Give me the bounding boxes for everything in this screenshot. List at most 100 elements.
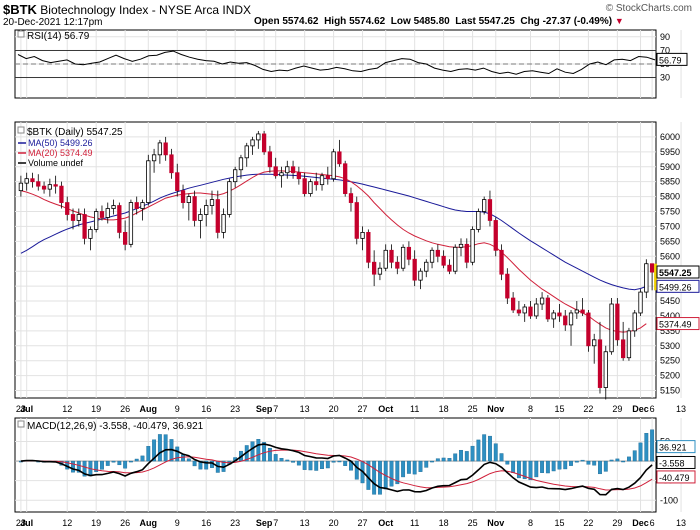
x-axis-label: 11 — [410, 518, 419, 528]
x-axis-label: 8 — [528, 518, 533, 528]
price-tick-label: 5300 — [660, 341, 680, 351]
price-tick-label: 6000 — [660, 132, 680, 142]
macd-label: MACD(12,26,9) -3.558, -40.479, 36.921 — [27, 421, 204, 432]
x-axis-label: Dec — [632, 518, 649, 528]
candle-body — [18, 182, 24, 192]
macd-histogram-bar — [603, 460, 608, 472]
macd-histogram-bar — [157, 434, 162, 462]
candle-body — [175, 172, 180, 192]
price-tick-label: 5850 — [660, 177, 680, 187]
macd-histogram-bar — [511, 460, 516, 474]
price-tick-label: 5650 — [660, 236, 680, 246]
candle-body — [296, 172, 301, 180]
candle-body — [545, 297, 551, 320]
x-axis-label: Aug — [140, 404, 158, 414]
macd-histogram-bar — [94, 460, 99, 472]
macd-histogram-bar — [528, 460, 533, 481]
last-price-tag: 5547.25 — [659, 268, 692, 278]
candle-body — [163, 142, 168, 156]
x-axis-label: 27 — [358, 518, 368, 528]
candle-body — [424, 261, 429, 272]
macd-histogram-bar — [621, 460, 626, 463]
x-axis-label: 19 — [91, 404, 101, 414]
price-tick-label: 5400 — [660, 311, 680, 321]
macd-histogram-bar — [644, 433, 649, 462]
change-label: Chg — [520, 16, 540, 27]
x-axis-label: 15 — [554, 404, 564, 414]
candle-body — [325, 175, 330, 180]
macd-histogram-bar — [181, 454, 185, 462]
candle-body — [53, 184, 58, 187]
macd-histogram-bar — [256, 439, 261, 462]
legend-item: Volume undef — [28, 158, 84, 168]
macd-histogram-bar — [128, 460, 133, 463]
macd-histogram-bar — [586, 460, 591, 465]
candle-body — [603, 351, 608, 388]
rsi-label: RSI(14) 56.79 — [27, 31, 90, 42]
candle-body — [24, 178, 29, 184]
macd-histogram-bar — [372, 460, 377, 495]
macd-histogram-bar — [401, 460, 406, 478]
macd-histogram-bar — [267, 447, 272, 462]
macd-histogram-bar — [76, 460, 81, 473]
candle-body — [65, 202, 70, 215]
x-axis-label: 6 — [650, 404, 655, 414]
candle-body — [261, 133, 267, 153]
high-label: High — [324, 16, 347, 27]
x-axis-label: 20 — [329, 404, 339, 414]
macd-histogram-bar — [540, 460, 545, 473]
symbol-title: $BTK Biotechnology Index - NYSE Arca IND… — [3, 2, 251, 17]
candle-body — [458, 243, 464, 248]
low-value: 5485.80 — [413, 16, 450, 27]
x-axis-label: 9 — [175, 518, 180, 528]
x-axis-label: Aug — [140, 518, 158, 528]
legend-item: MA(20) 5374.49 — [28, 148, 93, 158]
candle-body — [88, 229, 93, 239]
candle-body — [389, 249, 394, 263]
candle-body — [221, 214, 226, 233]
macd-histogram-bar — [592, 460, 597, 466]
candle-body — [354, 202, 359, 239]
candle-body — [563, 315, 568, 326]
macd-histogram-bar — [320, 460, 324, 470]
x-axis-label: Oct — [378, 518, 393, 528]
macd-histogram-bar — [123, 460, 128, 469]
price-tick-label: 5600 — [660, 251, 680, 261]
candle-body — [227, 181, 232, 215]
candle-body — [539, 297, 545, 305]
macd-histogram-bar — [111, 460, 116, 463]
macd-histogram-bar — [134, 458, 139, 462]
candle-body — [302, 178, 307, 195]
rsi-collapse-icon — [17, 30, 25, 38]
candle-body — [111, 205, 116, 209]
candle-body — [314, 181, 319, 186]
macd-histogram-bar — [459, 449, 463, 462]
candle-body — [256, 133, 261, 141]
candle-body — [343, 163, 348, 195]
ma50-value-tag: 5499.26 — [659, 282, 692, 292]
last-value: 5547.25 — [478, 16, 515, 27]
candle-body — [331, 151, 336, 180]
candle-body — [360, 231, 365, 239]
candle-body — [238, 157, 244, 171]
candle-body — [151, 154, 157, 162]
macd-histogram-bar — [493, 443, 498, 462]
candle-body — [366, 231, 371, 263]
candle-body — [308, 181, 313, 195]
candle-body — [59, 185, 64, 203]
macd-histogram-bar — [204, 460, 209, 470]
macd-histogram-bar — [354, 460, 359, 480]
candle-body — [400, 246, 406, 269]
x-axis-label: 22 — [583, 518, 593, 528]
macd-collapse-icon — [17, 420, 25, 428]
x-axis-label: 15 — [554, 518, 564, 528]
candle-body — [597, 339, 603, 388]
x-axis-label: Sep — [256, 518, 273, 528]
price-tick-label: 5750 — [660, 207, 680, 217]
candle-body — [186, 196, 191, 203]
candle-body — [574, 309, 579, 314]
open-label: Open — [254, 16, 280, 27]
macd-histogram-bar — [343, 460, 348, 466]
legend-item: MA(50) 5499.26 — [28, 138, 93, 148]
candle-body — [615, 303, 620, 341]
